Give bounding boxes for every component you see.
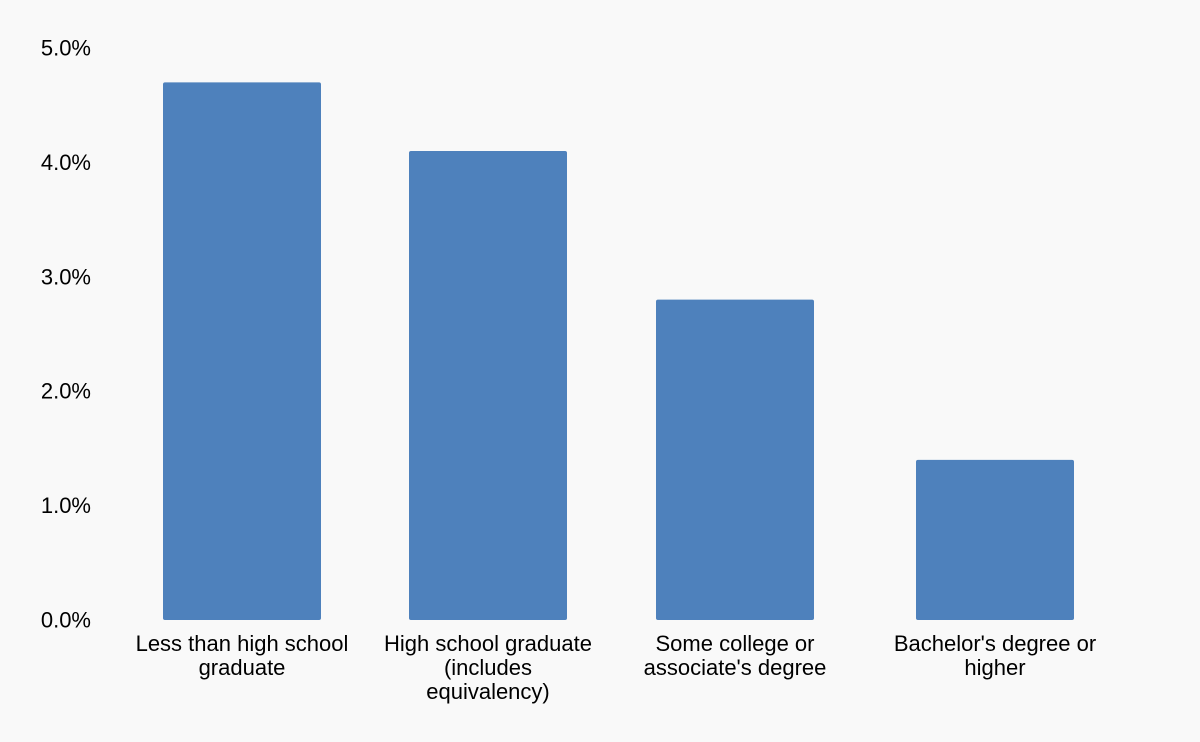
y-tick-label: 3.0% (41, 264, 91, 289)
x-tick-label: Less than high school graduate (136, 631, 349, 680)
y-axis: 0.0% 1.0% 2.0% 3.0% 4.0% 5.0% (41, 36, 91, 633)
y-tick-label: 4.0% (41, 150, 91, 175)
x-tick-label: Bachelor's degree or higher (894, 631, 1096, 680)
bar (656, 299, 814, 620)
bars-group (163, 82, 1074, 620)
x-axis: Less than high school graduate High school… (136, 631, 1097, 704)
y-tick-label: 2.0% (41, 379, 91, 404)
y-tick-label: 0.0% (41, 608, 91, 633)
bar (916, 459, 1074, 620)
x-tick-label: Some college or associate's degree (644, 631, 827, 680)
y-tick-label: 5.0% (41, 36, 91, 61)
bar (409, 150, 567, 620)
bar (163, 82, 321, 620)
x-tick-label: High school graduate (includes equivalency… (384, 631, 592, 704)
y-tick-label: 1.0% (41, 493, 91, 518)
